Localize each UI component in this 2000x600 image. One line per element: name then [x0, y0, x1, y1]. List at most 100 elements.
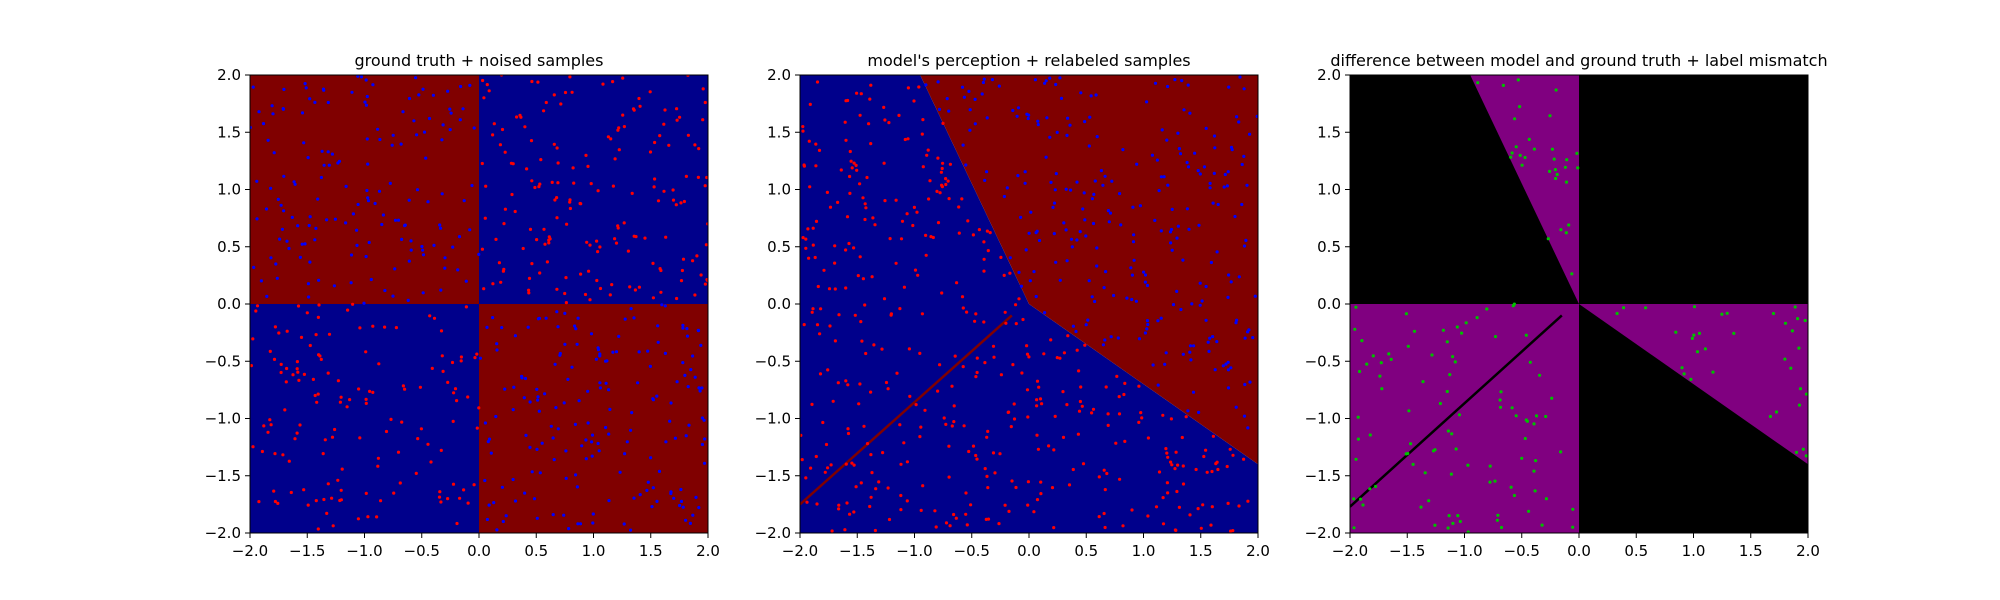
- sample-point: [873, 223, 877, 227]
- sample-point: [564, 276, 568, 280]
- sample-point: [1003, 503, 1007, 507]
- sample-point: [686, 133, 691, 137]
- sample-point: [623, 317, 627, 321]
- sample-point: [872, 343, 876, 347]
- y-tick-label: 2.0: [767, 66, 791, 84]
- sample-point: [653, 177, 657, 181]
- sample-point: [684, 518, 688, 522]
- sample-point: [1079, 385, 1083, 389]
- sample-point: [980, 92, 984, 96]
- sample-point: [1142, 270, 1146, 274]
- sample-point: [1188, 350, 1192, 354]
- sample-point: [1134, 299, 1138, 303]
- sample-point: [936, 156, 940, 160]
- sample-point: [281, 453, 285, 457]
- sample-point: [1075, 238, 1079, 242]
- sample-point: [864, 351, 868, 356]
- sample-point: [1166, 491, 1170, 495]
- sample-point: [825, 190, 830, 194]
- sample-point: [1231, 453, 1235, 457]
- sample-point: [316, 197, 320, 201]
- y-tick-label: −1.0: [205, 410, 241, 428]
- sample-point: [513, 334, 518, 338]
- sample-point: [584, 153, 588, 157]
- sample-point: [255, 179, 259, 183]
- sample-point: [590, 454, 594, 458]
- sample-point: [633, 288, 638, 292]
- sample-point: [684, 174, 689, 178]
- sample-point: [564, 301, 569, 305]
- x-tick-label: −1.5: [839, 542, 875, 560]
- sample-point: [1084, 234, 1088, 238]
- sample-point: [567, 527, 571, 531]
- sample-point: [960, 85, 965, 89]
- sample-point: [1069, 237, 1074, 241]
- sample-point: [432, 316, 437, 320]
- sample-point: [1048, 76, 1052, 80]
- sample-point: [1354, 457, 1358, 461]
- sample-point: [833, 287, 837, 291]
- sample-point: [1137, 384, 1141, 388]
- sample-point: [1352, 497, 1356, 501]
- sample-point: [1450, 432, 1454, 436]
- sample-point: [293, 182, 297, 186]
- sample-point: [332, 284, 336, 288]
- sample-point: [921, 484, 925, 488]
- sample-point: [1014, 485, 1018, 490]
- sample-point: [1226, 386, 1231, 390]
- sample-point: [826, 466, 830, 470]
- sample-point: [678, 115, 682, 119]
- sample-point: [1501, 83, 1505, 87]
- sample-point: [1246, 499, 1250, 503]
- sample-point: [1179, 307, 1183, 312]
- sample-point: [364, 103, 368, 107]
- sample-point: [831, 399, 835, 403]
- sample-point: [1188, 111, 1192, 115]
- sample-point: [1061, 390, 1065, 394]
- sample-point: [588, 298, 592, 302]
- sample-point: [1725, 311, 1729, 315]
- sample-point: [510, 192, 514, 197]
- sample-point: [452, 391, 456, 395]
- sample-point: [679, 499, 684, 503]
- sample-point: [1532, 469, 1536, 473]
- sample-point: [1365, 362, 1369, 366]
- sample-point: [609, 137, 613, 141]
- x-tick-label: −0.5: [1504, 542, 1540, 560]
- x-tick-label: −0.5: [954, 542, 990, 560]
- sample-point: [1198, 172, 1202, 176]
- sample-point: [944, 422, 948, 426]
- sample-point: [815, 502, 819, 506]
- sample-point: [1794, 450, 1799, 454]
- sample-point: [549, 424, 553, 428]
- sample-point: [852, 510, 856, 514]
- sample-point: [1200, 299, 1204, 303]
- sample-point: [681, 361, 685, 365]
- sample-point: [651, 261, 655, 265]
- sample-point: [1028, 279, 1032, 283]
- sample-point: [571, 166, 575, 170]
- sample-point: [1055, 130, 1059, 134]
- sample-point: [913, 268, 918, 272]
- sample-point: [377, 362, 381, 366]
- sample-point: [1064, 228, 1068, 232]
- sample-point: [296, 370, 300, 374]
- sample-point: [1033, 78, 1037, 82]
- sample-point: [1087, 279, 1091, 283]
- sample-point: [261, 122, 266, 126]
- sample-point: [503, 207, 507, 211]
- sample-point: [1137, 337, 1142, 341]
- sample-point: [523, 125, 527, 129]
- sample-point: [537, 185, 541, 189]
- sample-point: [861, 277, 866, 281]
- sample-point: [1083, 343, 1087, 347]
- sample-point: [1495, 518, 1499, 522]
- sample-point: [1488, 464, 1492, 468]
- sample-point: [849, 159, 853, 163]
- sample-point: [348, 398, 352, 402]
- sample-point: [844, 248, 848, 252]
- sample-point: [865, 175, 869, 180]
- sample-point: [848, 191, 852, 195]
- sample-point: [915, 210, 919, 214]
- sample-point: [622, 221, 626, 225]
